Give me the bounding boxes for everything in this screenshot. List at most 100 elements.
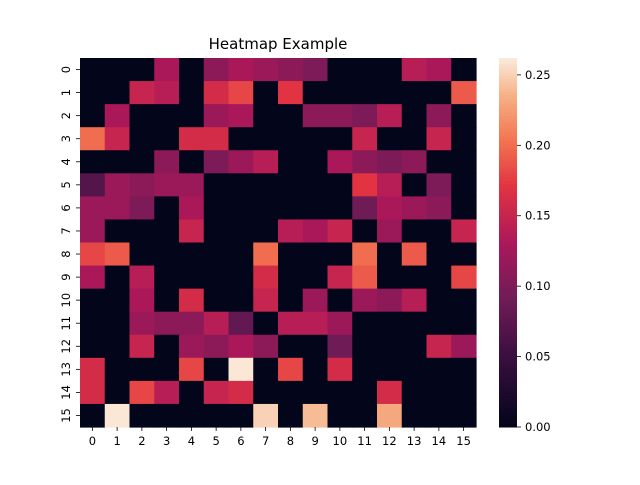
heatmap-cell bbox=[204, 81, 229, 105]
heatmap-cell bbox=[130, 266, 155, 290]
heatmap-cell bbox=[402, 173, 427, 197]
heatmap-cell bbox=[427, 219, 452, 243]
heatmap-cell bbox=[253, 104, 278, 128]
heatmap-cell bbox=[253, 381, 278, 405]
heatmap-cell bbox=[154, 104, 179, 128]
heatmap-cell bbox=[402, 381, 427, 405]
heatmap-cell bbox=[402, 335, 427, 359]
heatmap-cell bbox=[328, 289, 353, 313]
heatmap-cell bbox=[377, 266, 402, 290]
heatmap-cell bbox=[451, 127, 476, 151]
heatmap-cell bbox=[229, 266, 254, 290]
colorbar-segment bbox=[499, 239, 517, 243]
colorbar-segment bbox=[499, 329, 517, 333]
colorbar-segment bbox=[499, 338, 517, 342]
heatmap-cell bbox=[402, 358, 427, 382]
x-tick-label: 11 bbox=[357, 434, 372, 448]
heatmap-cell bbox=[154, 58, 179, 82]
heatmap-cell bbox=[278, 58, 303, 82]
colorbar-segment bbox=[499, 209, 517, 213]
colorbar-segment bbox=[499, 95, 517, 99]
colorbar-segment bbox=[499, 126, 517, 130]
x-tick-label: 8 bbox=[287, 434, 294, 448]
heatmap-cell bbox=[253, 266, 278, 290]
heatmap-cell bbox=[105, 381, 130, 405]
colorbar-segment bbox=[499, 405, 517, 409]
colorbar-segment bbox=[499, 372, 517, 376]
heatmap-cell bbox=[328, 150, 353, 174]
heatmap-cell bbox=[154, 173, 179, 197]
colorbar-segment bbox=[499, 375, 517, 379]
heatmap-cell bbox=[229, 81, 254, 105]
x-tick-label: 12 bbox=[382, 434, 397, 448]
heatmap-cell bbox=[204, 335, 229, 359]
x-axis: 0 1 2 3 4 5 6 7 8 9 10 11 12 13 14 15 bbox=[89, 427, 471, 448]
heatmap-cell bbox=[352, 219, 377, 243]
colorbar-tick-label: 0.20 bbox=[525, 138, 551, 152]
heatmap-cell bbox=[278, 289, 303, 313]
colorbar-segment bbox=[499, 116, 517, 120]
heatmap-cell bbox=[229, 358, 254, 382]
colorbar-segment bbox=[499, 58, 517, 62]
heatmap-cell bbox=[130, 404, 155, 428]
heatmap-cell bbox=[130, 81, 155, 105]
colorbar-segment bbox=[499, 279, 517, 283]
heatmap-cell bbox=[328, 127, 353, 151]
heatmap-cell bbox=[352, 243, 377, 267]
heatmap-cell bbox=[253, 127, 278, 151]
heatmap-cell bbox=[303, 358, 328, 382]
colorbar-segment bbox=[499, 135, 517, 139]
x-tick-label: 1 bbox=[113, 434, 120, 448]
y-tick-label: 0 bbox=[59, 66, 73, 73]
heatmap-cell bbox=[427, 266, 452, 290]
heatmap-cell bbox=[105, 243, 130, 267]
colorbar-segment bbox=[499, 396, 517, 400]
colorbar-segment bbox=[499, 246, 517, 250]
x-tick-label: 2 bbox=[138, 434, 145, 448]
x-tick-label: 4 bbox=[188, 434, 195, 448]
heatmap-cell bbox=[154, 81, 179, 105]
heatmap-cell bbox=[130, 58, 155, 82]
heatmap-cell bbox=[253, 243, 278, 267]
heatmap-cell bbox=[402, 266, 427, 290]
colorbar-segment bbox=[499, 203, 517, 207]
colorbar-segment bbox=[499, 353, 517, 357]
heatmap-cell bbox=[352, 196, 377, 220]
colorbar-segment bbox=[499, 187, 517, 191]
heatmap-cell bbox=[80, 381, 105, 405]
y-tick-label: 6 bbox=[59, 204, 73, 211]
heatmap-cell bbox=[130, 289, 155, 313]
heatmap-cell bbox=[204, 266, 229, 290]
heatmap-cell bbox=[377, 104, 402, 128]
heatmap-cell bbox=[328, 104, 353, 128]
heatmap-cell bbox=[328, 243, 353, 267]
heatmap-cell bbox=[179, 335, 204, 359]
heatmap-cell bbox=[451, 219, 476, 243]
heatmap-cell bbox=[253, 196, 278, 220]
colorbar-segment bbox=[499, 418, 517, 422]
heatmap-cell bbox=[451, 266, 476, 290]
heatmap-cell bbox=[179, 289, 204, 313]
heatmap-cell bbox=[328, 219, 353, 243]
colorbar-segment bbox=[499, 249, 517, 253]
heatmap-cell bbox=[253, 312, 278, 336]
heatmap-cell bbox=[154, 312, 179, 336]
colorbar-segment bbox=[499, 215, 517, 219]
colorbar-segment bbox=[499, 307, 517, 311]
heatmap-cell bbox=[328, 196, 353, 220]
heatmap-cell bbox=[377, 243, 402, 267]
colorbar-segment bbox=[499, 310, 517, 314]
heatmap-cell bbox=[229, 289, 254, 313]
heatmap-cell bbox=[278, 266, 303, 290]
colorbar-segment bbox=[499, 175, 517, 179]
heatmap-cell bbox=[303, 58, 328, 82]
heatmap-cell bbox=[154, 243, 179, 267]
heatmap-cell bbox=[402, 58, 427, 82]
heatmap-cell bbox=[253, 404, 278, 428]
heatmap-cell bbox=[427, 335, 452, 359]
heatmap-cell bbox=[253, 358, 278, 382]
y-tick-label: 3 bbox=[59, 135, 73, 142]
heatmap-cell bbox=[229, 127, 254, 151]
colorbar-segment bbox=[499, 218, 517, 222]
heatmap-cell bbox=[352, 104, 377, 128]
